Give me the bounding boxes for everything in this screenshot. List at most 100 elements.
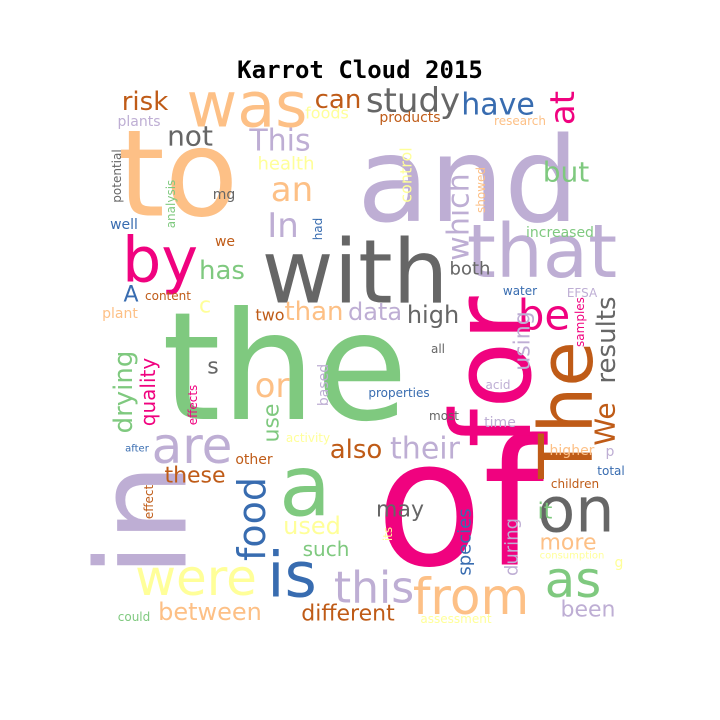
word-had: had	[311, 218, 325, 241]
word-mg: mg	[213, 187, 236, 203]
word-properties: properties	[368, 386, 429, 400]
word-consumption: consumption	[540, 551, 605, 562]
word-between: between	[158, 598, 262, 626]
word-two: two	[255, 306, 284, 325]
word-at: at	[543, 91, 583, 125]
word-quality: quality	[136, 358, 160, 427]
word-as: as	[545, 551, 602, 609]
word-a: A	[123, 283, 138, 308]
word-by: by	[122, 224, 198, 297]
word-after: after	[125, 444, 150, 455]
word-all: all	[431, 342, 445, 356]
word-study: study	[366, 81, 460, 121]
word-s: s	[207, 355, 218, 380]
word-effects: effects	[186, 385, 200, 426]
word-the: the	[162, 281, 408, 455]
word-total: total	[597, 464, 624, 478]
word-time: time	[484, 415, 516, 431]
word-in: in	[71, 463, 216, 577]
word-plant: plant	[102, 306, 138, 322]
word-a: a	[279, 438, 331, 537]
word-for: for	[428, 296, 556, 448]
word-g: g	[615, 555, 624, 571]
word-content: content	[145, 289, 191, 303]
word-we: we	[215, 234, 235, 250]
word-risk: risk	[122, 87, 169, 117]
word-use: use	[260, 404, 285, 443]
word-different: different	[301, 602, 395, 627]
word-also: also	[330, 435, 383, 465]
word-efsa: EFSA	[567, 286, 598, 300]
word-these: these	[164, 464, 225, 489]
word-was: was	[186, 69, 307, 142]
word-food: food	[230, 477, 274, 561]
word-assessment: assessment	[420, 612, 491, 626]
word-water: water	[503, 284, 537, 298]
word-is: is	[267, 539, 317, 612]
word-c: c	[199, 294, 211, 319]
word-this: this	[334, 563, 414, 614]
word-based: based	[316, 364, 332, 406]
word-its: its	[381, 527, 395, 541]
word-and: and	[357, 111, 579, 249]
word-not: not	[167, 120, 213, 153]
word-well: well	[110, 217, 138, 233]
word-activity: activity	[286, 431, 330, 445]
word-acid: acid	[486, 378, 511, 392]
word-more: more	[540, 531, 597, 556]
word-been: been	[561, 598, 616, 623]
word-plants: plants	[117, 114, 160, 130]
word-can: can	[315, 85, 362, 115]
word-both: both	[450, 259, 491, 280]
word-that: that	[467, 209, 617, 295]
word-than: than	[284, 297, 343, 327]
word-species: species	[455, 508, 476, 575]
word-during: during	[502, 518, 523, 576]
word-using: using	[511, 311, 536, 370]
chart-title: Karrot Cloud 2015	[237, 56, 483, 84]
word-used: used	[283, 512, 341, 540]
word-most: most	[429, 409, 459, 423]
word-such: such	[303, 537, 350, 561]
word-p: p	[606, 444, 615, 460]
word-results: results	[592, 296, 622, 383]
word-research: research	[494, 114, 546, 128]
word-showed: showed	[474, 167, 488, 213]
word-potential: potential	[110, 149, 124, 202]
word-on: on	[537, 474, 614, 547]
word-be: be	[518, 291, 571, 340]
word-which: which	[442, 173, 477, 260]
word-has: has	[199, 256, 245, 286]
word-other: other	[235, 452, 273, 468]
word-control: control	[397, 147, 416, 202]
word-foods: foods	[305, 104, 349, 123]
word-high: high	[407, 301, 459, 329]
word-analysis: analysis	[164, 180, 178, 229]
word-we: We	[589, 402, 622, 445]
word-higher: higher	[550, 443, 595, 459]
word-were: were	[135, 549, 257, 607]
word-increased: increased	[526, 225, 594, 241]
word-could: could	[118, 610, 151, 624]
word-are: are	[152, 417, 233, 475]
word-but: but	[543, 156, 590, 189]
word-from: from	[413, 568, 529, 626]
word-or: or	[255, 366, 290, 406]
word-children: children	[551, 477, 599, 491]
word-drying: drying	[109, 351, 139, 434]
word-health: health	[258, 154, 315, 175]
word-this: This	[248, 124, 310, 159]
word-the: The	[524, 341, 610, 480]
word-have: have	[461, 88, 535, 123]
word-with: with	[262, 221, 449, 324]
word-of: of	[376, 404, 548, 607]
word-data: data	[348, 298, 402, 326]
word-samples: samples	[573, 297, 587, 347]
word-effect: effect	[142, 485, 156, 520]
word-to: to	[118, 106, 238, 245]
word-an: an	[271, 170, 313, 210]
word-in: In	[267, 206, 299, 246]
word-may: may	[376, 498, 424, 523]
